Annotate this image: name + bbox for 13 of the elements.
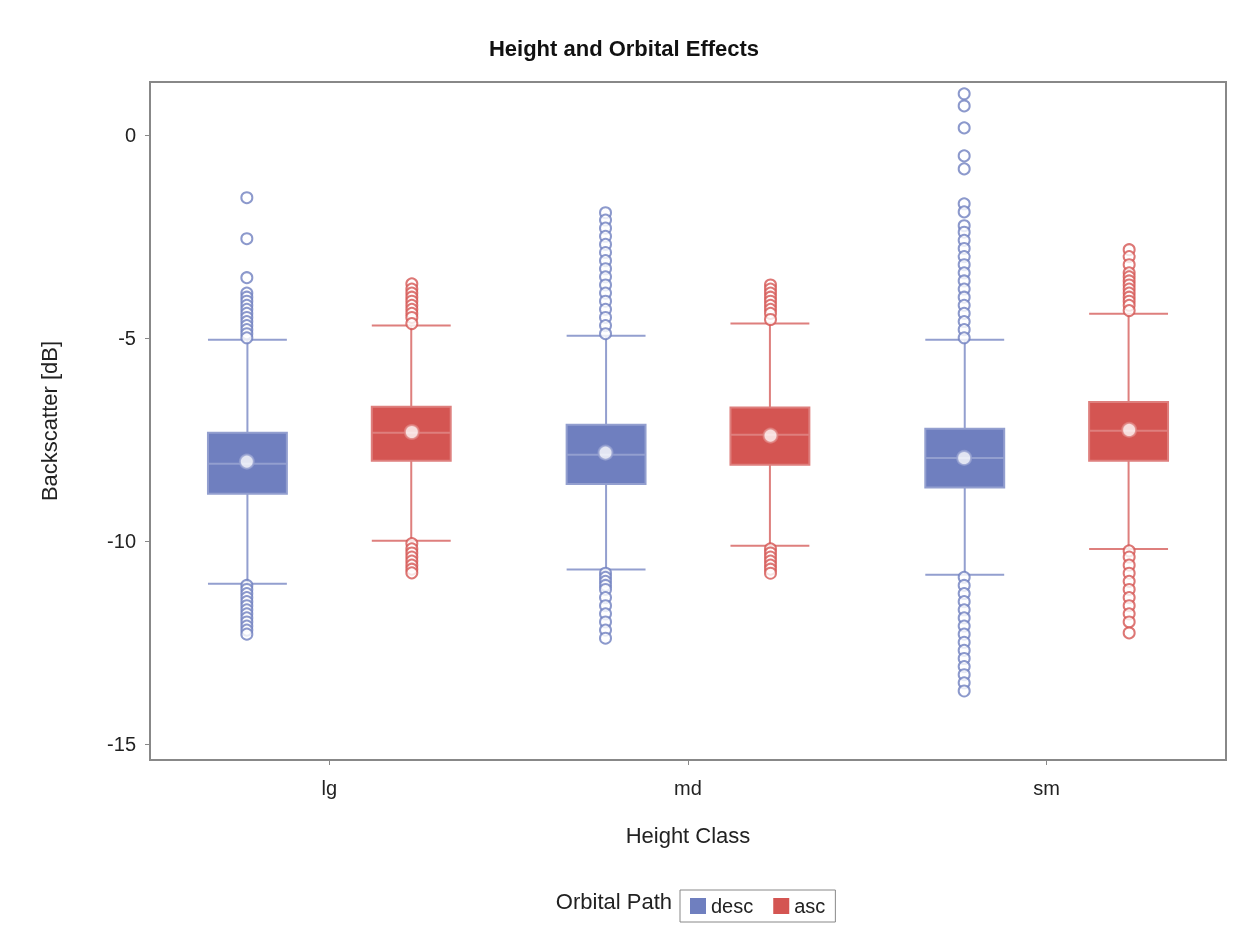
y-tick-label: -5 bbox=[118, 326, 136, 349]
x-axis-title: Height Class bbox=[625, 822, 751, 848]
y-tick-label: -15 bbox=[107, 732, 136, 755]
legend-title: Orbital Path bbox=[555, 888, 673, 914]
x-tick-label: md bbox=[674, 777, 702, 799]
x-tick-label: sm bbox=[1033, 777, 1060, 799]
legend-label: asc bbox=[794, 895, 826, 917]
y-tick-label: 0 bbox=[124, 123, 136, 146]
chart-title: Height and Orbital Effects bbox=[488, 35, 760, 61]
x-tick-label: lg bbox=[321, 777, 338, 799]
y-tick-label: -10 bbox=[107, 529, 136, 552]
y-axis-title: Backscatter [dB] bbox=[36, 340, 62, 502]
legend-label: desc bbox=[711, 895, 754, 917]
